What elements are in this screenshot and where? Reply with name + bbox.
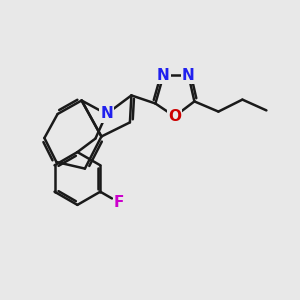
Text: F: F [114,195,124,210]
Text: N: N [157,68,170,82]
Text: O: O [168,109,181,124]
Text: N: N [100,106,113,122]
Text: N: N [182,68,195,82]
